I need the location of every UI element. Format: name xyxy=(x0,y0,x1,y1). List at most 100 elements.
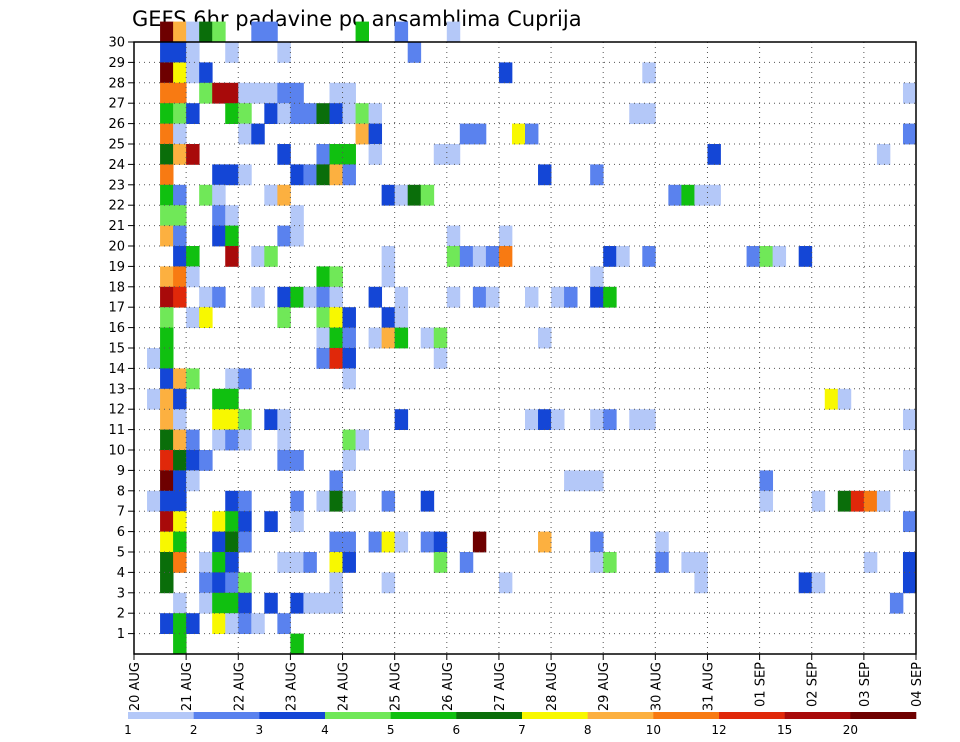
heatmap-cell xyxy=(290,552,304,573)
legend-swatch xyxy=(193,712,260,719)
heatmap-cell xyxy=(694,552,708,573)
y-tick-label: 22 xyxy=(108,199,125,214)
heatmap-cell xyxy=(160,470,174,492)
heatmap-cell xyxy=(160,388,174,410)
heatmap-cell xyxy=(746,246,760,267)
heatmap-cell xyxy=(564,470,578,492)
heatmap-cell xyxy=(225,409,239,430)
heatmap-cell xyxy=(160,613,174,634)
y-tick-label: 24 xyxy=(108,158,125,173)
heatmap-cell xyxy=(472,286,487,308)
y-tick-label: 29 xyxy=(108,56,125,71)
legend-label: 5 xyxy=(387,723,395,737)
y-tick-label: 1 xyxy=(117,627,125,642)
legend-label: 6 xyxy=(453,723,461,737)
heatmap-cell xyxy=(616,246,630,267)
heatmap-cell xyxy=(199,552,213,573)
y-tick-label: 7 xyxy=(117,505,125,520)
y-tick-label: 4 xyxy=(117,566,125,581)
heatmap-cell xyxy=(186,450,200,471)
heatmap-cell xyxy=(251,123,265,145)
heatmap-cell xyxy=(173,225,187,247)
heatmap-cell xyxy=(329,572,343,594)
heatmap-cell xyxy=(277,82,291,104)
heatmap-cell xyxy=(863,552,878,573)
heatmap-cell xyxy=(564,286,578,308)
heatmap-cell xyxy=(264,246,278,267)
y-axis: 1234567891011121314151617181920212223242… xyxy=(108,36,134,642)
heatmap-cell xyxy=(160,409,174,430)
heatmap-cell xyxy=(225,429,239,451)
heatmap-cell xyxy=(238,82,252,104)
heatmap-cell xyxy=(433,144,448,165)
heatmap-cell xyxy=(173,633,187,655)
heatmap-cell xyxy=(420,184,435,206)
y-tick-label: 21 xyxy=(108,219,125,234)
heatmap-cell xyxy=(590,531,604,553)
heatmap-cell xyxy=(147,348,161,369)
heatmap-cell xyxy=(225,225,239,247)
heatmap-cell xyxy=(316,307,330,328)
heatmap-cell xyxy=(303,552,317,573)
heatmap-cell xyxy=(277,429,291,451)
heatmap-cell xyxy=(160,164,174,186)
heatmap-cell xyxy=(225,613,239,634)
heatmap-cell xyxy=(329,286,343,308)
heatmap-cell xyxy=(290,225,304,247)
heatmap-cell xyxy=(173,205,187,226)
x-tick-label: 26 AUG xyxy=(441,662,456,711)
heatmap-cell xyxy=(459,246,474,267)
heatmap-cell xyxy=(394,21,409,43)
heatmap-cell xyxy=(381,327,396,349)
heatmap-cell xyxy=(186,613,200,634)
y-tick-label: 12 xyxy=(108,403,125,418)
heatmap-cell xyxy=(212,592,226,614)
heatmap-cell xyxy=(212,21,226,43)
heatmap-cell xyxy=(329,164,343,186)
legend-swatch xyxy=(719,712,785,719)
heatmap-cell xyxy=(173,592,187,614)
heatmap-cell xyxy=(316,164,330,186)
heatmap-cell xyxy=(147,388,161,410)
heatmap-cell xyxy=(603,286,617,308)
heatmap-cell xyxy=(368,144,383,165)
legend-label: 10 xyxy=(646,723,661,737)
heatmap-cell xyxy=(290,103,304,124)
heatmap-cell xyxy=(472,123,487,145)
legend-label: 12 xyxy=(711,723,726,737)
heatmap-cell xyxy=(264,21,278,43)
heatmap-cell xyxy=(329,327,343,349)
heatmap-cell xyxy=(290,164,304,186)
legend-label: 4 xyxy=(321,723,329,737)
y-tick-label: 6 xyxy=(117,525,125,540)
heatmap-cell xyxy=(186,429,200,451)
x-tick-label: 27 AUG xyxy=(493,662,508,711)
y-tick-label: 17 xyxy=(108,301,125,316)
heatmap-cell xyxy=(459,552,474,573)
heatmap-cell xyxy=(707,184,721,206)
heatmap-cell xyxy=(707,144,721,165)
heatmap-cell xyxy=(277,184,291,206)
y-tick-label: 13 xyxy=(108,382,125,397)
heatmap-cell xyxy=(824,388,839,410)
heatmap-cell xyxy=(498,246,513,267)
heatmap-cell xyxy=(199,572,213,594)
heatmap-cell xyxy=(407,184,422,206)
heatmap-cell xyxy=(264,184,278,206)
heatmap-cell xyxy=(837,388,852,410)
heatmap-cell xyxy=(160,123,174,145)
heatmap-cell xyxy=(381,246,396,267)
heatmap-cell xyxy=(485,246,500,267)
heatmap-cell xyxy=(355,21,369,43)
legend-swatch xyxy=(653,712,720,719)
heatmap-cell xyxy=(160,286,174,308)
heatmap-cell xyxy=(668,184,682,206)
heatmap-cell xyxy=(316,266,330,288)
heatmap-cell xyxy=(160,368,174,390)
heatmap-cell xyxy=(446,286,461,308)
heatmap-cell xyxy=(329,82,343,104)
heatmap-cell xyxy=(316,592,330,614)
heatmap-cell xyxy=(603,552,617,573)
legend-swatch xyxy=(325,712,391,719)
